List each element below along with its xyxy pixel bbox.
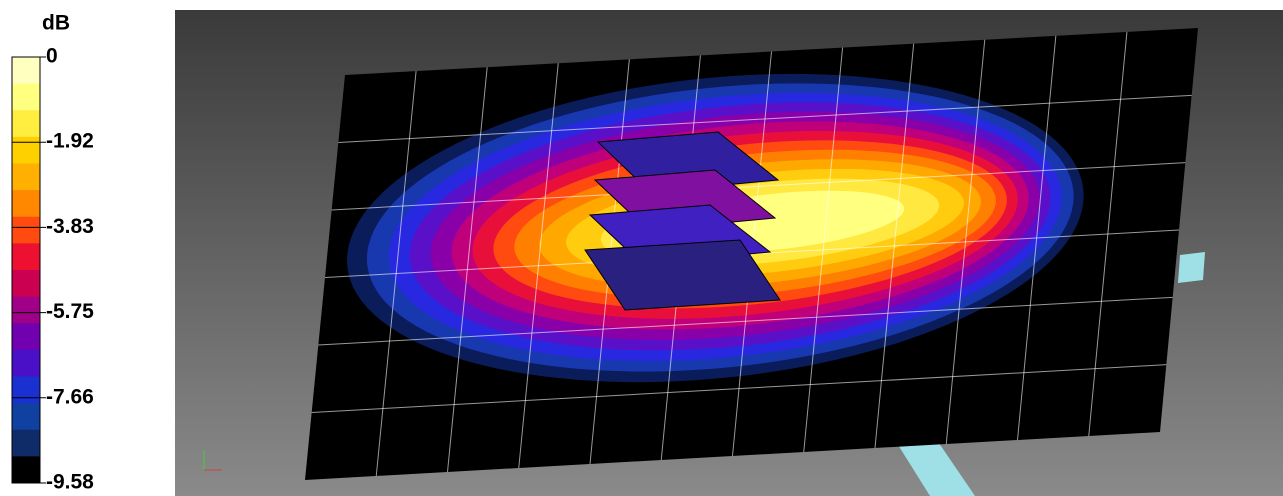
colorbar-band xyxy=(12,429,40,457)
colorbar-label: -3.83 xyxy=(46,215,94,238)
colorbar-band xyxy=(12,403,40,431)
grid-line xyxy=(318,296,1173,346)
colorbar-band xyxy=(12,456,40,484)
colorbar-band xyxy=(12,163,40,191)
colorbar-band xyxy=(12,270,40,298)
colorbar-label: -9.58 xyxy=(46,471,94,494)
colorbar-band xyxy=(12,349,40,377)
colorbar-band xyxy=(12,243,40,271)
pipe xyxy=(1178,252,1205,283)
colorbar-band xyxy=(12,296,40,324)
colorbar-label: -1.92 xyxy=(46,130,94,153)
grid-line xyxy=(331,162,1186,211)
colorbar-label: -5.75 xyxy=(46,300,94,323)
grid-line xyxy=(311,364,1167,413)
colorbar-band xyxy=(12,83,40,111)
grid-line xyxy=(338,94,1192,143)
colorbar-band xyxy=(12,376,40,404)
pipe xyxy=(895,430,975,496)
colorbar-band xyxy=(12,136,40,164)
colorbar-band xyxy=(12,216,40,244)
axes-triad xyxy=(203,450,222,471)
colorbar-title: dB xyxy=(42,12,70,35)
colorbar-band xyxy=(12,190,40,218)
colorbar: 0 -1.92 -3.83 -5.75 -7.66 -9.58 xyxy=(11,45,94,494)
colorbar-label: 0 xyxy=(46,45,58,68)
colorbar-band xyxy=(12,57,40,85)
colorbar-band xyxy=(12,323,40,351)
colorbar-band xyxy=(12,110,40,138)
colorbar-label: -7.66 xyxy=(46,385,94,408)
inner-plates xyxy=(584,131,781,311)
